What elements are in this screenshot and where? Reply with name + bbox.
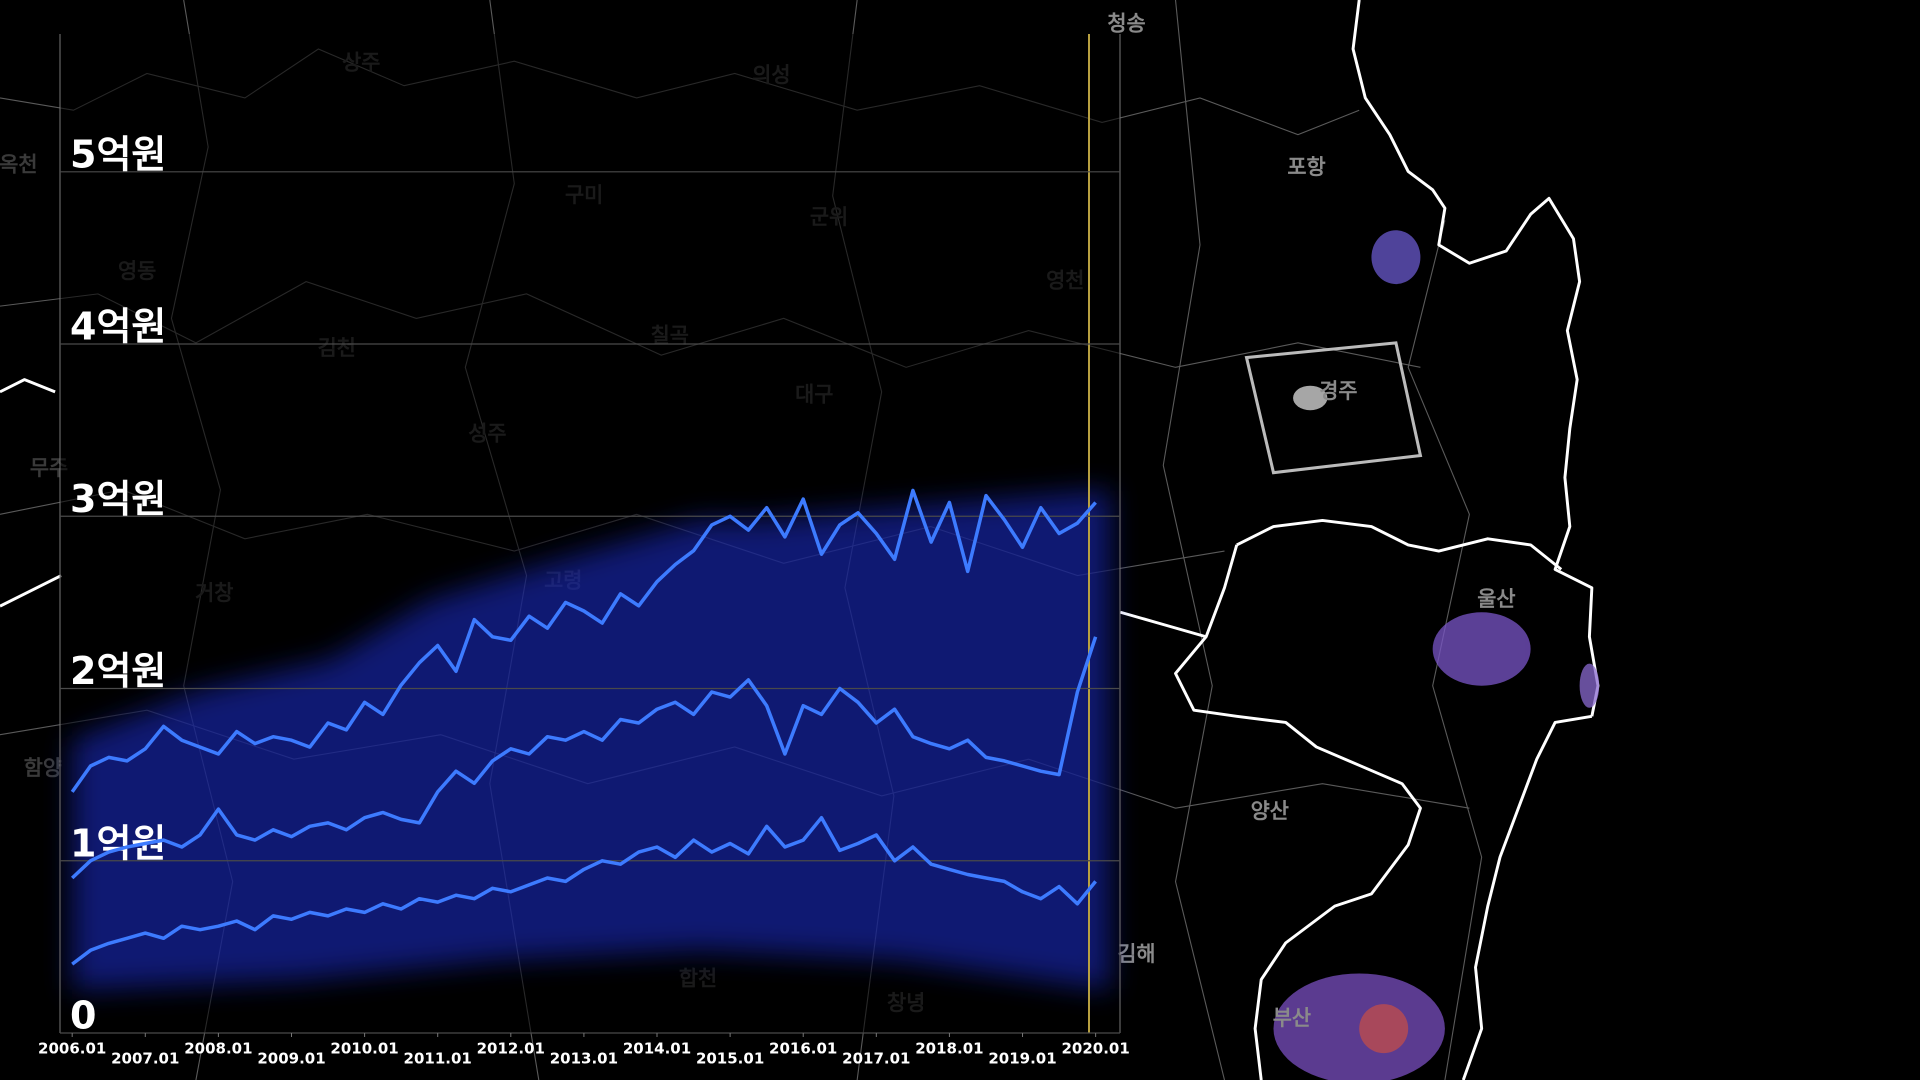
- selection-box: [1244, 341, 1423, 475]
- map-label: 함양: [24, 756, 62, 780]
- series-line: [71, 815, 1097, 966]
- y-tick-label: 2억원: [70, 649, 166, 693]
- x-tick-label: 2018.01: [915, 1040, 983, 1058]
- y-tick-label: 0: [70, 994, 96, 1038]
- province-borders: [0, 0, 1600, 1080]
- x-tick-label: 2017.01: [842, 1050, 910, 1068]
- map-label: 옥천: [0, 152, 38, 176]
- y-tick-label: 4억원: [70, 305, 166, 349]
- x-tick-label: 2006.01: [38, 1040, 106, 1058]
- x-tick-label: 2020.01: [1061, 1040, 1129, 1058]
- x-tick-label: 2019.01: [988, 1050, 1056, 1068]
- map-label: 청송: [1107, 11, 1145, 35]
- x-tick-label: 2010.01: [330, 1040, 398, 1058]
- x-tick-label: 2007.01: [111, 1050, 179, 1068]
- map-label: 김해: [1117, 942, 1155, 966]
- map-label: 울산: [1477, 587, 1515, 611]
- x-tick-label: 2008.01: [184, 1040, 252, 1058]
- x-tick-label: 2009.01: [257, 1050, 325, 1068]
- series-line: [70, 488, 1097, 793]
- map-label: 무주: [30, 456, 68, 480]
- chart: 01억원2억원3억원4억원5억원2006.012007.012008.01200…: [38, 132, 1130, 1067]
- x-tick-label: 2011.01: [404, 1050, 472, 1068]
- map-label: 포항: [1287, 155, 1325, 179]
- x-tick-label: 2015.01: [696, 1050, 764, 1068]
- series-line: [71, 636, 1098, 880]
- map-label: 경주: [1319, 379, 1357, 403]
- y-tick-label: 3억원: [70, 477, 166, 521]
- x-tick-label: 2012.01: [477, 1040, 545, 1058]
- point-cloud: [72, 490, 1110, 990]
- x-tick-label: 2013.01: [550, 1050, 618, 1068]
- y-tick-label: 5억원: [70, 132, 166, 176]
- city-clusters: [1273, 230, 1600, 1080]
- x-tick-label: 2016.01: [769, 1040, 837, 1058]
- map-label: 부산: [1273, 1006, 1311, 1030]
- x-tick-label: 2014.01: [623, 1040, 691, 1058]
- map-label: 양산: [1251, 799, 1289, 823]
